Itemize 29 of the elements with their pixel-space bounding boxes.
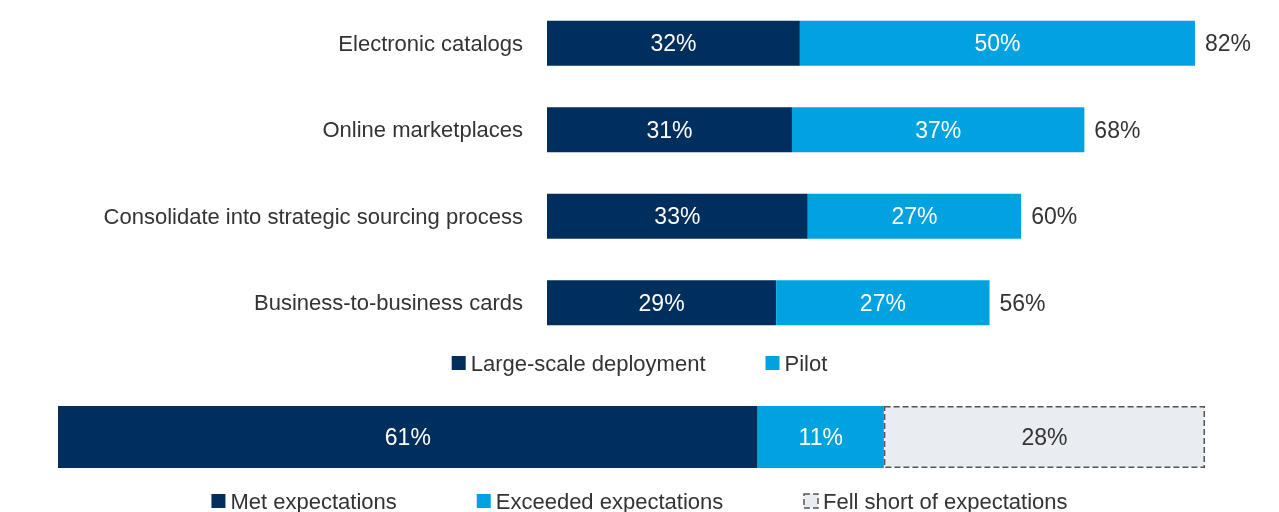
bar (791, 107, 1085, 153)
bar (776, 280, 990, 326)
data-label: 27% (859, 289, 906, 316)
data-label: 50% (974, 30, 1021, 57)
bar (807, 193, 1022, 239)
y-tick-label: Electronic catalogs (338, 30, 523, 56)
data-label: 31% (646, 116, 693, 143)
data-label: 37% (915, 116, 962, 143)
data-label: 33% (654, 203, 701, 230)
data-label: 28% (1021, 424, 1068, 450)
legend-label: Large-scale deployment (470, 350, 706, 376)
total-label: 68% (1094, 116, 1141, 143)
data-label: 27% (891, 203, 938, 230)
data-label: 32% (650, 30, 697, 57)
data-label: 61% (384, 424, 431, 450)
data-label: 29% (638, 289, 685, 316)
bar (547, 193, 808, 239)
y-tick-label: Business-to-business cards (253, 290, 523, 316)
y-tick-label: Consolidate into strategic sourcing process (103, 203, 523, 229)
y-tick-label: Online marketplaces (322, 117, 523, 143)
bar (799, 20, 1195, 66)
total-label: 60% (1031, 203, 1078, 230)
legend-label: Pilot (784, 350, 828, 376)
bar (547, 280, 777, 326)
bar (547, 20, 800, 66)
total-label: 56% (999, 289, 1046, 316)
total-label: 82% (1205, 30, 1252, 57)
bar (547, 107, 792, 153)
data-label: 11% (798, 424, 843, 450)
